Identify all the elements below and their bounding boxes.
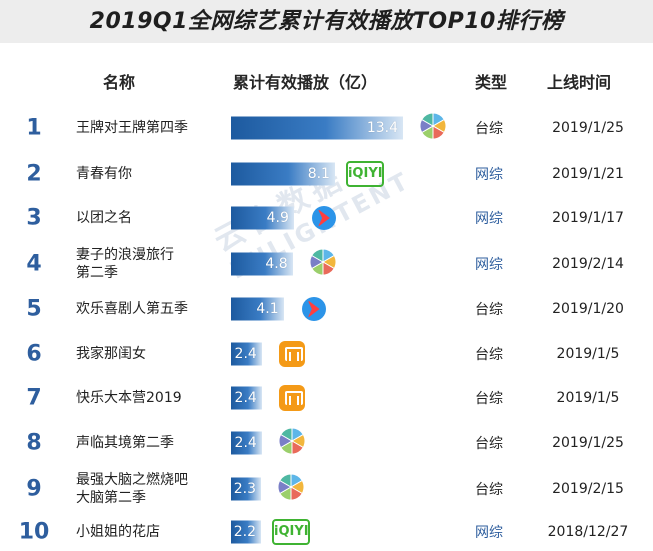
launch-date: 2018/12/27: [547, 524, 629, 540]
show-type: 台综: [475, 347, 503, 363]
show-type: 网综: [475, 257, 503, 273]
rank-number: 8: [26, 430, 42, 456]
rank-number: 3: [26, 205, 42, 231]
tencent-video-icon: [311, 206, 336, 230]
multi-platform-icon: [277, 426, 307, 460]
rank-number: 9: [26, 476, 42, 502]
chart-title: 2019Q1全网综艺累计有效播放TOP10排行榜: [89, 9, 564, 34]
tencent-video-icon: [301, 297, 326, 321]
bar-value-label: 13.4: [366, 120, 398, 136]
bar-value-label: 2.2: [233, 524, 256, 540]
mango-tv-icon: [278, 341, 305, 367]
launch-date: 2019/1/25: [552, 120, 624, 136]
launch-date: 2019/1/5: [556, 390, 620, 406]
bar-value-label: 4.1: [256, 301, 279, 317]
play-bar: [231, 342, 262, 366]
show-name: 以团之名: [76, 210, 132, 226]
show-name: 我家那闺女: [76, 346, 146, 362]
show-type: 台综: [475, 482, 503, 498]
show-name: 妻子的浪漫旅行 第二季: [76, 247, 174, 281]
launch-date: 2019/1/17: [552, 210, 624, 226]
play-bar: [231, 431, 262, 455]
bar-value-label: 8.1: [307, 166, 330, 182]
show-name: 欢乐喜剧人第五季: [76, 301, 188, 317]
play-bar: [231, 520, 261, 544]
show-type: 台综: [475, 121, 503, 137]
show-name: 王牌对王牌第四季: [76, 120, 188, 136]
launch-date: 2019/1/25: [552, 435, 624, 451]
multi-platform-icon: [276, 472, 306, 506]
title-band: [0, 0, 653, 43]
show-name: 声临其境第二季: [76, 435, 174, 451]
show-type: 网综: [475, 525, 503, 541]
rank-number: 2: [26, 161, 42, 187]
show-type: 网综: [475, 167, 503, 183]
show-name: 青春有你: [76, 166, 132, 182]
play-bar: [231, 116, 403, 140]
bar-value-label: 4.8: [265, 256, 288, 272]
launch-date: 2019/1/5: [556, 346, 620, 362]
show-type: 网综: [475, 211, 503, 227]
bar-value-label: 4.9: [266, 210, 289, 226]
rank-number: 4: [26, 251, 42, 277]
play-bar: [231, 252, 293, 276]
multi-platform-icon: [308, 247, 338, 281]
bar-value-label: 2.3: [233, 481, 256, 497]
iqiyi-icon: iQIYI: [272, 519, 310, 545]
header-date: 上线时间: [547, 73, 612, 92]
rank-number: 1: [26, 115, 42, 141]
play-bar: [231, 386, 262, 410]
show-name: 快乐大本营2019: [76, 390, 182, 406]
bar-value-label: 2.4: [234, 390, 257, 406]
play-bar: [231, 297, 284, 321]
show-name: 最强大脑之燃烧吧 大脑第二季: [76, 472, 188, 506]
play-bar: [231, 162, 335, 186]
header-plays: 累计有效播放（亿）: [233, 73, 378, 92]
rank-number: 5: [26, 296, 42, 322]
launch-date: 2019/1/21: [552, 166, 624, 182]
show-type: 台综: [475, 436, 503, 452]
bar-value-label: 2.4: [234, 435, 257, 451]
show-name: 小姐姐的花店: [76, 524, 160, 540]
watermark-cn: 云合数据: [205, 127, 402, 260]
launch-date: 2019/2/15: [552, 481, 624, 497]
mango-tv-icon: [278, 385, 305, 411]
play-bar: [231, 477, 261, 501]
play-bar: [231, 206, 294, 230]
show-type: 台综: [475, 391, 503, 407]
rank-number: 10: [18, 519, 50, 545]
iqiyi-icon: iQIYI: [345, 161, 384, 187]
rank-number: 6: [26, 341, 42, 367]
rank-number: 7: [26, 385, 42, 411]
launch-date: 2019/1/20: [552, 301, 624, 317]
header-type: 类型: [475, 73, 508, 92]
header-name: 名称: [103, 73, 136, 92]
bar-value-label: 2.4: [234, 346, 257, 362]
launch-date: 2019/2/14: [552, 256, 624, 272]
multi-platform-icon: [418, 111, 448, 145]
show-type: 台综: [475, 302, 503, 318]
